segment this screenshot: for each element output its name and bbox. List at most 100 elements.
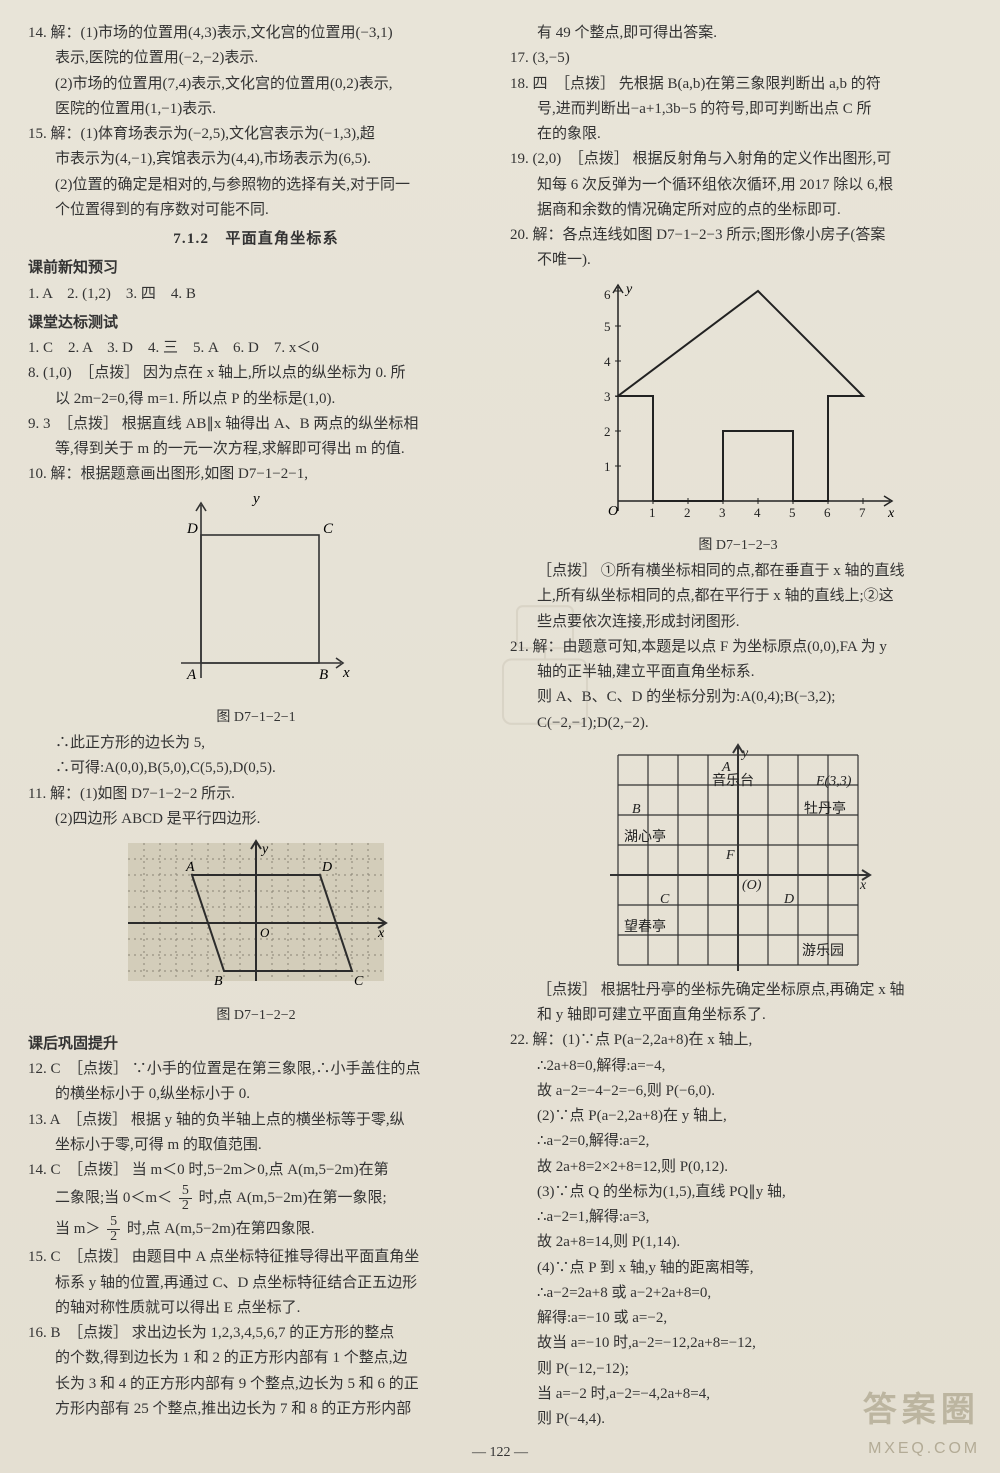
right-column: 有 49 个整点,即可得出答案. 17. (3,−5) 18. 四 ［点拨］ 先… <box>510 22 966 1433</box>
q10-a2: ∴可得:A(0,0),B(5,0),C(5,5),D(0,5). <box>28 757 484 780</box>
q16-l4: 方形内部有 25 个整点,推出边长为 7 和 8 的正方形内部 <box>28 1398 484 1421</box>
fig4-hint-l1: ［点拨］ 根据牡丹亭的坐标先确定坐标原点,再确定 x 轴 <box>510 979 966 1002</box>
fig4-hint-l2: 和 y 轴即可建立平面直角坐标系了. <box>510 1004 966 1027</box>
q14b-l2: 二象限;当 0＜m＜ 52 时,点 A(m,5−2m)在第一象限; <box>28 1184 484 1213</box>
svg-text:y: y <box>251 493 260 507</box>
svg-text:(O): (O) <box>742 878 762 893</box>
q22-l10: (4)∵点 P 到 x 轴,y 轴的距离相等, <box>510 1257 966 1280</box>
q22-l15: 当 a=−2 时,a−2=−4,2a+8=4, <box>510 1383 966 1406</box>
fig2-svg: A D B C O y x <box>122 837 390 1001</box>
q17: 17. (3,−5) <box>510 47 966 70</box>
q14-l3: (2)市场的位置用(7,4)表示,文化宫的位置用(0,2)表示, <box>28 73 484 96</box>
pre-title: 课前新知预习 <box>28 257 484 280</box>
q18-l1: 18. 四 ［点拨］ 先根据 B(a,b)在第三象限判断出 a,b 的符 <box>510 73 966 96</box>
q22-l8: ∴a−2=1,解得:a=3, <box>510 1206 966 1229</box>
fig4-svg: y x A 音乐台 E(3,3) B 牡丹亭 湖心亭 F (O) C 望春亭 D… <box>602 741 874 975</box>
after-title: 课后巩固提升 <box>28 1033 484 1056</box>
q22-l5: ∴a−2=0,解得:a=2, <box>510 1130 966 1153</box>
q18-l2: 号,进而判断出−a+1,3b−5 的符号,即可判断出点 C 所 <box>510 98 966 121</box>
q22-l1: 22. 解：(1)∵点 P(a−2,2a+8)在 x 轴上, <box>510 1029 966 1052</box>
svg-text:C: C <box>660 892 670 907</box>
q15b-l2: 标系 y 轴的位置,再通过 C、D 点坐标特征结合正五边形 <box>28 1272 484 1295</box>
q22-l14: 则 P(−12,−12); <box>510 1358 966 1381</box>
section-7-1-2-title: 7.1.2 平面直角坐标系 <box>28 228 484 251</box>
q21-l4: C(−2,−1);D(2,−2). <box>510 712 966 735</box>
svg-text:2: 2 <box>684 505 691 520</box>
page-number: — 122 — <box>0 1442 1000 1464</box>
class-title: 课堂达标测试 <box>28 312 484 335</box>
q14-l2: 表示,医院的位置用(−2,−2)表示. <box>28 47 484 70</box>
q10-l1: 10. 解：根据题意画出图形,如图 D7−1−2−1, <box>28 463 484 486</box>
svg-text:牡丹亭: 牡丹亭 <box>804 800 846 817</box>
svg-text:E(3,3): E(3,3) <box>815 774 852 789</box>
fig1-svg: y x D C A B <box>161 493 351 703</box>
class-line: 1. C 2. A 3. D 4. 三 5. A 6. D 7. x＜0 <box>28 337 484 360</box>
svg-text:3: 3 <box>719 505 726 520</box>
q11-l2: (2)四边形 ABCD 是平行四边形. <box>28 808 484 831</box>
q16-cont-l1: 有 49 个整点,即可得出答案. <box>510 22 966 45</box>
svg-text:1: 1 <box>604 459 611 474</box>
svg-text:x: x <box>342 665 350 681</box>
svg-text:F: F <box>725 848 735 863</box>
q13-l2: 坐标小于零,可得 m 的取值范围. <box>28 1134 484 1157</box>
q18-l3: 在的象限. <box>510 123 966 146</box>
q19-l2: 知每 6 次反弹为一个循环组依次循环,用 2017 除以 6,根 <box>510 174 966 197</box>
q15-l1: 15. 解：(1)体育场表示为(−2,5),文化宫表示为(−1,3),超 <box>28 123 484 146</box>
q14b-l1: 14. C ［点拨］ 当 m＜0 时,5−2m＞0,点 A(m,5−2m)在第 <box>28 1159 484 1182</box>
q22-l2: ∴2a+8=0,解得:a=−4, <box>510 1055 966 1078</box>
fig1-caption: 图 D7−1−2−1 <box>216 707 295 729</box>
q14-l1: 14. 解：(1)市场的位置用(4,3)表示,文化宫的位置用(−3,1) <box>28 22 484 45</box>
svg-text:O: O <box>260 925 270 940</box>
figure-d7-1-2-3: 123 456 7 123 456 O x y <box>510 279 966 557</box>
svg-text:7: 7 <box>859 505 866 520</box>
fig3-hint-l1: ［点拨］ ①所有横坐标相同的点,都在垂直于 x 轴的直线 <box>510 560 966 583</box>
q16-l3: 长为 3 和 4 的正方形内部有 9 个整点,边长为 5 和 6 的正 <box>28 1373 484 1396</box>
fig3-hint-l3: 些点要依次连接,形成封闭图形. <box>510 611 966 634</box>
q22-l7: (3)∵点 Q 的坐标为(1,5),直线 PQ∥y 轴, <box>510 1181 966 1204</box>
svg-text:C: C <box>354 974 364 989</box>
q14b-l2-prefix: 二象限;当 0＜m＜ <box>55 1190 172 1206</box>
svg-text:4: 4 <box>754 505 761 520</box>
fig3-hint-l2: 上,所有纵坐标相同的点,都在平行于 x 轴的直线上;②这 <box>510 585 966 608</box>
q13-l1: 13. A ［点拨］ 根据 y 轴的负半轴上点的横坐标等于零,纵 <box>28 1109 484 1132</box>
q15-l4: 个位置得到的有序数对可能不同. <box>28 199 484 222</box>
svg-text:A: A <box>186 667 197 683</box>
svg-text:游乐园: 游乐园 <box>802 943 844 959</box>
left-column: 14. 解：(1)市场的位置用(4,3)表示,文化宫的位置用(−3,1) 表示,… <box>28 22 484 1433</box>
q15b-l1: 15. C ［点拨］ 由题目中 A 点坐标特征推导得出平面直角坐 <box>28 1246 484 1269</box>
fig2-caption: 图 D7−1−2−2 <box>216 1005 295 1027</box>
svg-text:音乐台: 音乐台 <box>712 772 754 789</box>
q14b-l3-prefix: 当 m＞ <box>55 1221 100 1237</box>
fraction-5-over-2b: 52 <box>107 1215 120 1244</box>
two-columns: 14. 解：(1)市场的位置用(4,3)表示,文化宫的位置用(−3,1) 表示,… <box>28 22 966 1433</box>
q19-l1: 19. (2,0) ［点拨］ 根据反射角与入射角的定义作出图形,可 <box>510 148 966 171</box>
svg-text:D: D <box>783 892 794 907</box>
svg-text:y: y <box>624 282 633 297</box>
svg-text:2: 2 <box>604 424 611 439</box>
svg-text:5: 5 <box>604 319 611 334</box>
svg-text:湖心亭: 湖心亭 <box>624 828 666 845</box>
svg-text:O: O <box>608 504 618 519</box>
svg-text:A: A <box>721 760 731 775</box>
q15-l2: 市表示为(4,−1),宾馆表示为(4,4),市场表示为(6,5). <box>28 148 484 171</box>
figure-named-grid: y x A 音乐台 E(3,3) B 牡丹亭 湖心亭 F (O) C 望春亭 D… <box>510 741 966 975</box>
svg-text:C: C <box>323 521 334 537</box>
q12-l2: 的横坐标小于 0,纵坐标小于 0. <box>28 1083 484 1106</box>
pre-line: 1. A 2. (1,2) 3. 四 4. B <box>28 283 484 306</box>
svg-text:y: y <box>260 842 269 857</box>
svg-text:B: B <box>632 802 641 817</box>
svg-text:B: B <box>214 974 223 989</box>
svg-text:A: A <box>185 860 195 875</box>
svg-text:6: 6 <box>824 505 831 520</box>
svg-text:5: 5 <box>789 505 796 520</box>
q20-l2: 不唯一). <box>510 249 966 272</box>
q8-l1: 8. (1,0) ［点拨］ 因为点在 x 轴上,所以点的纵坐标为 0. 所 <box>28 362 484 385</box>
fig3-caption: 图 D7−1−2−3 <box>698 535 777 557</box>
svg-text:1: 1 <box>649 505 656 520</box>
q14b-l3: 当 m＞ 52 时,点 A(m,5−2m)在第四象限. <box>28 1215 484 1244</box>
svg-text:x: x <box>859 878 867 893</box>
svg-text:x: x <box>887 506 895 521</box>
q10-a1: ∴此正方形的边长为 5, <box>28 732 484 755</box>
q8-l2: 以 2m−2=0,得 m=1. 所以点 P 的坐标是(1,0). <box>28 388 484 411</box>
svg-text:6: 6 <box>604 287 611 302</box>
